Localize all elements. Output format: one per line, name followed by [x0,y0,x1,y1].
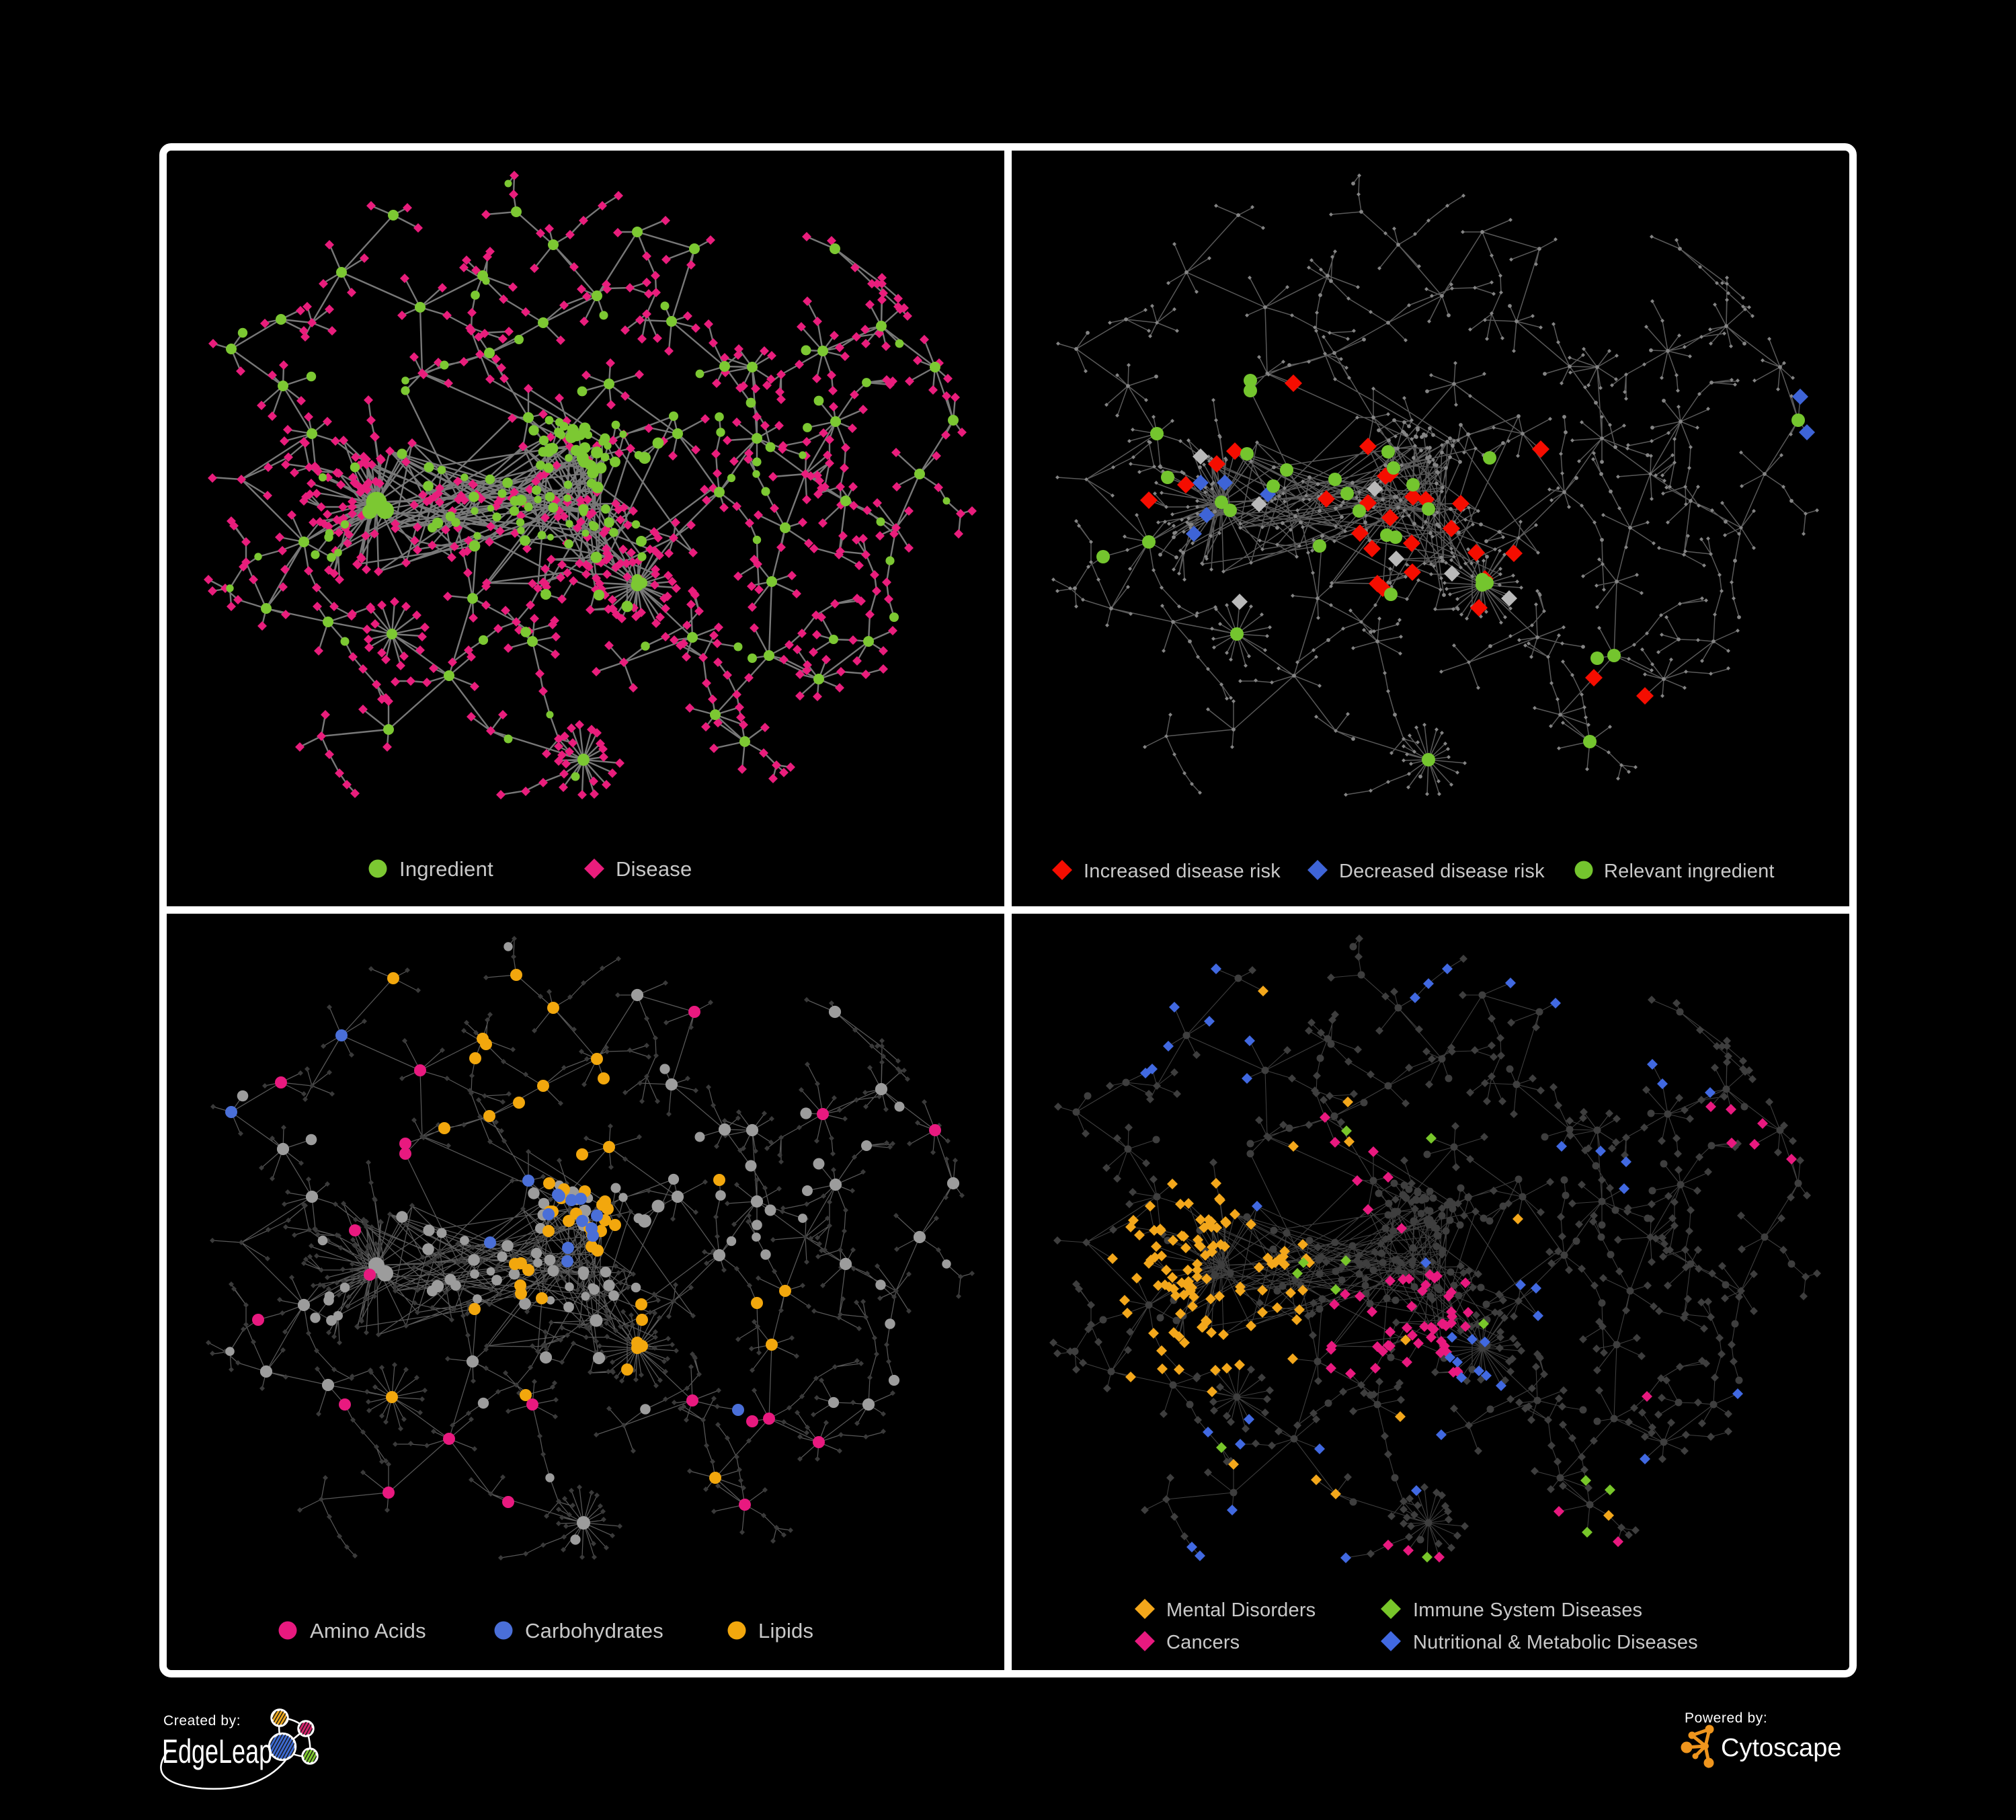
svg-text:Decreased disease risk: Decreased disease risk [1339,861,1545,882]
svg-text:Carbohydrates: Carbohydrates [525,1619,663,1643]
svg-text:Disease: Disease [616,857,692,881]
svg-text:Ingredient: Ingredient [399,857,493,881]
svg-text:Cancers: Cancers [1166,1632,1240,1653]
svg-text:Increased disease risk: Increased disease risk [1084,861,1281,882]
svg-text:Relevant ingredient: Relevant ingredient [1604,861,1775,882]
svg-text:Cytoscape: Cytoscape [1721,1734,1842,1762]
svg-text:Amino Acids: Amino Acids [310,1619,426,1643]
svg-text:Lipids: Lipids [758,1619,813,1643]
svg-text:Nutritional & Metabolic Diseas: Nutritional & Metabolic Diseases [1413,1632,1698,1653]
svg-text:Created by:: Created by: [163,1713,241,1729]
svg-text:Mental Disorders: Mental Disorders [1166,1599,1316,1621]
svg-text:EdgeLeap: EdgeLeap [162,1733,272,1770]
svg-text:Powered by:: Powered by: [1685,1710,1767,1726]
svg-text:Immune System Diseases: Immune System Diseases [1413,1599,1642,1621]
